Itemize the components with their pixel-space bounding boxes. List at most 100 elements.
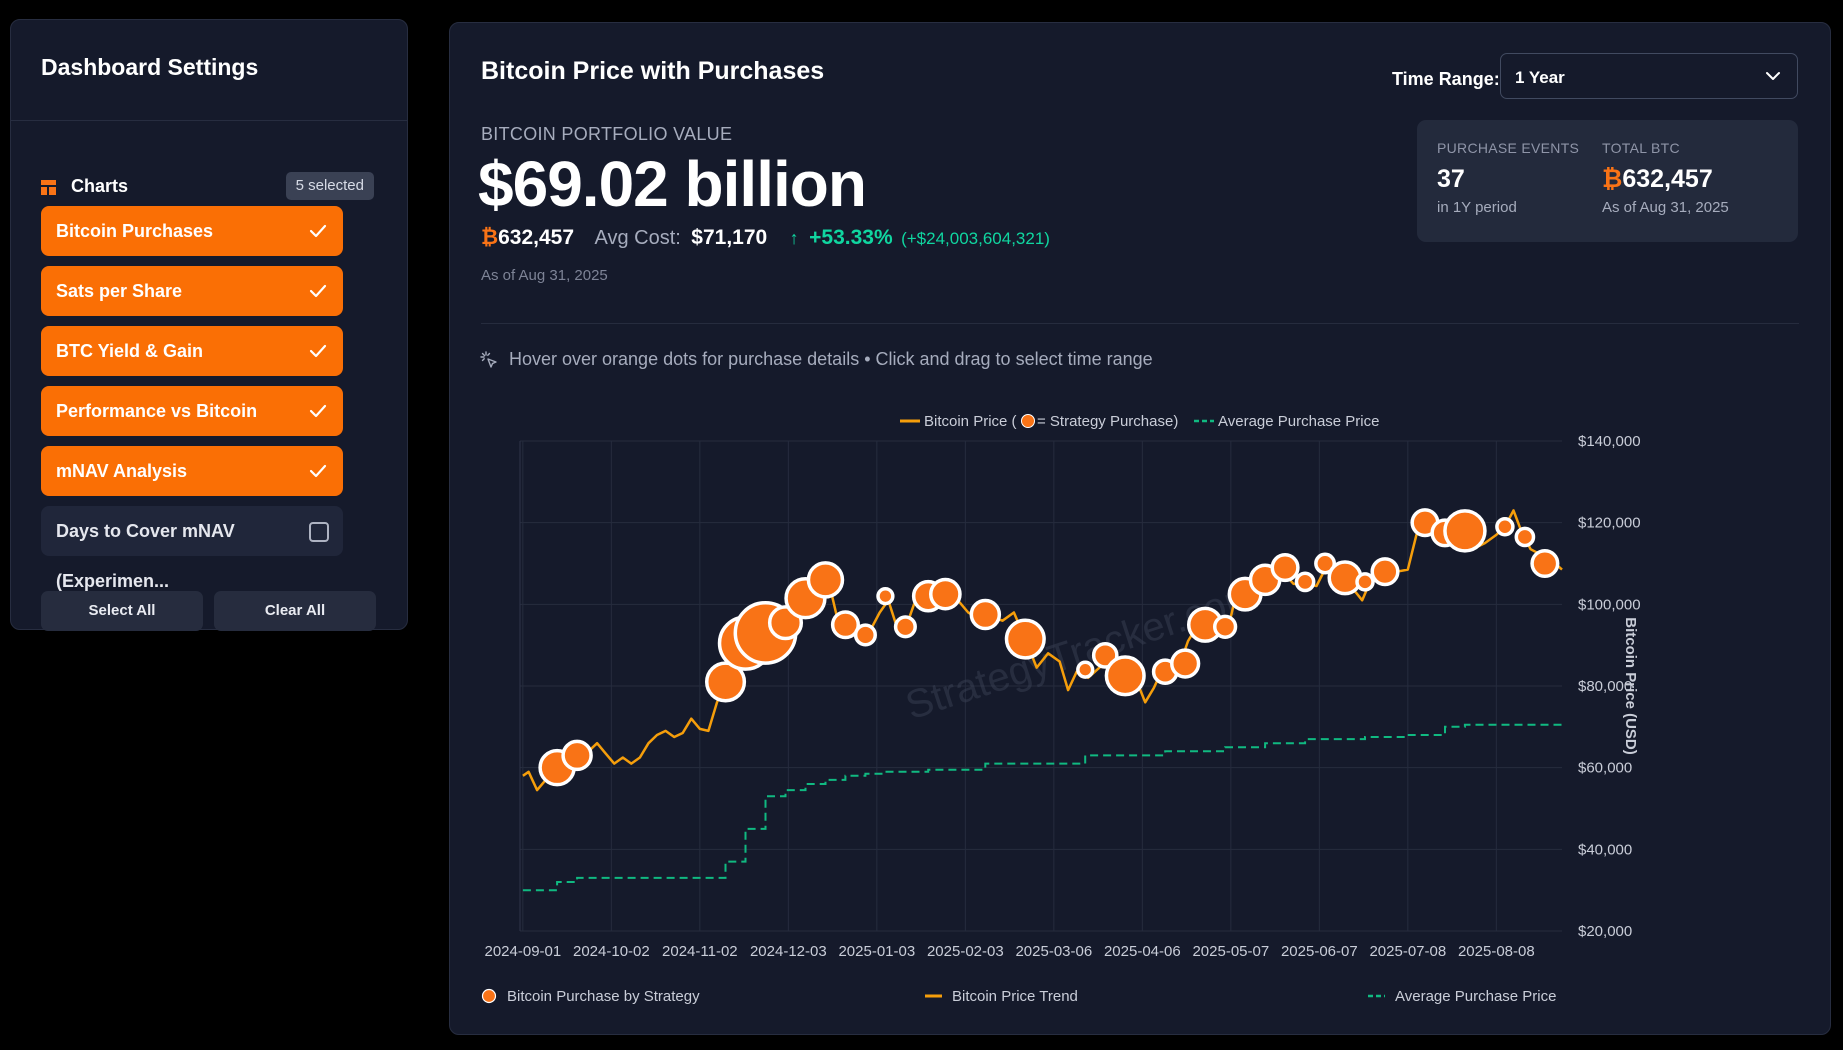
x-tick-label: 2025-01-03 <box>838 943 915 960</box>
purchase-dot[interactable] <box>704 661 747 703</box>
legend-bottom-avg: Average Purchase Price <box>1395 988 1556 1005</box>
chart-option-bitcoin-purchases[interactable]: Bitcoin Purchases <box>41 206 343 256</box>
axis-ticks: $20,000 $40,000 $60,000 $80,000 $100,000 $120… <box>484 433 1640 960</box>
purchase-dot[interactable] <box>1104 655 1146 697</box>
sidebar-divider <box>11 120 407 121</box>
section-divider <box>481 323 1799 324</box>
purchase-dot[interactable] <box>1495 517 1515 537</box>
purchase-dot[interactable] <box>1530 548 1560 579</box>
select-all-button[interactable]: Select All <box>41 591 203 631</box>
checkbox-unchecked[interactable] <box>309 522 329 542</box>
purchase-dot[interactable] <box>1443 509 1487 553</box>
x-tick-label: 2025-08-08 <box>1458 943 1535 960</box>
page-title: Bitcoin Price with Purchases <box>481 57 825 85</box>
purchase-dot[interactable] <box>853 623 877 647</box>
chart-option-btc-yield-gain[interactable]: BTC Yield & Gain <box>41 326 343 376</box>
x-tick-label: 2025-03-06 <box>1015 943 1092 960</box>
purchase-dots <box>538 508 1560 787</box>
purchase-dot[interactable] <box>1270 553 1300 583</box>
chart-option-sats-per-share[interactable]: Sats per Share <box>41 266 343 316</box>
purchase-dot[interactable] <box>1514 526 1536 548</box>
purchase-dot[interactable] <box>1294 571 1316 593</box>
y-tick-label: $80,000 <box>1578 678 1632 695</box>
chart-panel: Bitcoin Price with Purchases Time Range:… <box>449 22 1831 1035</box>
selected-count-badge: 5 selected <box>285 172 374 200</box>
y-axis-label: Bitcoin Price (USD) <box>1622 617 1639 755</box>
clear-all-button[interactable]: Clear All <box>214 591 376 631</box>
purchase-dot[interactable] <box>1004 618 1046 660</box>
stat-label: TOTAL BTC <box>1602 140 1680 156</box>
charts-label: Charts <box>71 176 129 196</box>
avg-cost-value: $71,170 <box>691 226 768 249</box>
stat-value: ₿632,457 <box>1602 165 1729 194</box>
purchase-dot[interactable] <box>1314 552 1337 575</box>
time-range-label: Time Range: <box>1392 69 1500 89</box>
purchase-dot[interactable] <box>1327 560 1363 596</box>
legend-bottom-purchase: Bitcoin Purchase by Strategy <box>507 988 700 1005</box>
portfolio-value: $69.02 billion <box>478 148 867 220</box>
check-icon <box>309 464 327 478</box>
time-range-select[interactable]: 1 Year <box>1500 53 1798 99</box>
legend-purchase-dot-icon <box>1021 414 1035 428</box>
total-btc-stat: TOTAL BTC ₿632,457 As of Aug 31, 2025 <box>1602 140 1729 216</box>
holdings-row: ₿632,457 Avg Cost: $71,170 ↑ +53.33% (+$… <box>481 226 1050 254</box>
purchase-dot[interactable] <box>1370 557 1400 587</box>
y-tick-label: $20,000 <box>1578 923 1632 940</box>
purchase-dot[interactable] <box>893 615 917 639</box>
chart-option-label: mNAV Analysis <box>56 461 188 481</box>
chart-grid <box>519 440 1562 932</box>
chart-option-mnav-analysis[interactable]: mNAV Analysis <box>41 446 343 496</box>
x-tick-label: 2024-10-02 <box>573 943 650 960</box>
average-purchase-price-line <box>522 722 1563 892</box>
chart-option-label: Bitcoin Purchases <box>56 221 214 241</box>
legend-price-label: Bitcoin Price ( <box>924 413 1017 430</box>
x-tick-label: 2024-11-02 <box>662 943 738 960</box>
purchase-dot[interactable] <box>1076 660 1095 679</box>
hint-text: Hover over orange dots for purchase deta… <box>509 349 1153 369</box>
purchase-dot[interactable] <box>561 739 593 772</box>
charts-section-header: Charts 5 selected <box>41 166 374 206</box>
arrow-up-icon: ↑ <box>789 228 799 248</box>
time-range-value: 1 Year <box>1515 68 1565 87</box>
x-tick-label: 2024-09-01 <box>484 943 561 960</box>
chart-option-label: Sats per Share <box>56 281 183 301</box>
chevron-down-icon <box>1766 72 1780 80</box>
x-tick-label: 2025-07-08 <box>1369 943 1446 960</box>
chart-option-label: Days to Cover mNAV (Experimen... <box>56 521 235 591</box>
x-tick-label: 2025-02-03 <box>927 943 1004 960</box>
legend-top: Bitcoin Price ( = Strategy Purchase) Ave… <box>900 413 1379 430</box>
total-btc-value: 632,457 <box>1622 165 1713 193</box>
purchase-dot[interactable] <box>876 587 895 606</box>
y-tick-label: $40,000 <box>1578 841 1632 858</box>
purchase-dot[interactable] <box>1355 572 1375 592</box>
portfolio-value-label: BITCOIN PORTFOLIO VALUE <box>481 124 733 144</box>
check-icon <box>309 284 327 298</box>
chart-option-days-to-cover-mnav[interactable]: Days to Cover mNAV (Experimen... <box>41 506 343 591</box>
purchase-dot[interactable] <box>830 610 860 640</box>
purchase-dot[interactable] <box>969 598 1002 631</box>
purchase-dot[interactable] <box>806 561 845 599</box>
btc-holdings: 632,457 <box>498 226 575 249</box>
purchase-dot[interactable] <box>1212 614 1238 639</box>
sidebar-title: Dashboard Settings <box>41 54 259 80</box>
bitcoin-price-chart[interactable]: StrategyTracker.com $20,000$40,000$60,00… <box>450 23 1830 1034</box>
legend-bottom-price: Bitcoin Price Trend <box>952 988 1078 1005</box>
x-tick-label: 2024-12-03 <box>750 943 827 960</box>
x-tick-label: 2025-04-06 <box>1104 943 1181 960</box>
y-tick-label: $140,000 <box>1578 433 1641 450</box>
legend-purchase-dot-icon <box>481 988 497 1004</box>
check-icon <box>309 224 327 238</box>
legend-bottom: Bitcoin Purchase by Strategy Bitcoin Pri… <box>481 988 1556 1005</box>
as-of-date: As of Aug 31, 2025 <box>481 267 608 284</box>
purchase-events-stat: PURCHASE EVENTS 37 in 1Y period <box>1437 140 1579 216</box>
y-tick-label: $100,000 <box>1578 596 1641 613</box>
purchase-dot[interactable] <box>1170 648 1201 679</box>
avg-cost-label: Avg Cost: <box>594 227 681 249</box>
chart-option-label: BTC Yield & Gain <box>56 341 204 361</box>
y-tick-label: $60,000 <box>1578 760 1632 777</box>
cursor-click-icon <box>480 351 497 368</box>
purchase-dot[interactable] <box>929 577 962 611</box>
legend-avg-label: Average Purchase Price <box>1218 413 1379 430</box>
chart-option-label: Performance vs Bitcoin <box>56 401 258 421</box>
chart-option-performance-vs-bitcoin[interactable]: Performance vs Bitcoin <box>41 386 343 436</box>
